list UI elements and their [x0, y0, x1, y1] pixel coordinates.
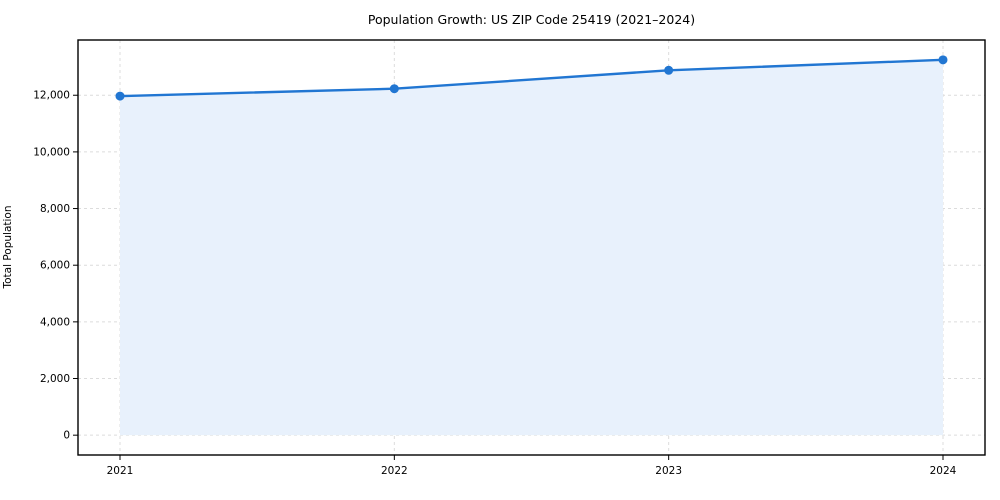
- y-tick-label: 8,000: [40, 203, 70, 215]
- data-point-marker: [115, 91, 125, 101]
- y-tick-label: 4,000: [40, 316, 70, 328]
- data-point-marker: [389, 84, 399, 94]
- y-tick-label: 10,000: [33, 146, 70, 158]
- y-tick-label: 2,000: [40, 373, 70, 385]
- data-point-marker: [664, 65, 674, 75]
- x-tick-label: 2023: [655, 465, 682, 477]
- data-point-marker: [938, 55, 948, 65]
- x-tick-label: 2024: [930, 465, 957, 477]
- y-tick-label: 0: [63, 430, 70, 442]
- data-line: [118, 58, 945, 98]
- y-tick-label: 6,000: [40, 260, 70, 272]
- area-fill: [120, 59, 943, 436]
- chart-title: Population Growth: US ZIP Code 25419 (20…: [367, 12, 696, 27]
- y-tick-label: 12,000: [33, 90, 70, 102]
- x-tick-label: 2022: [381, 465, 408, 477]
- x-tick-label: 2021: [107, 465, 134, 477]
- axes-spines: [77, 39, 986, 456]
